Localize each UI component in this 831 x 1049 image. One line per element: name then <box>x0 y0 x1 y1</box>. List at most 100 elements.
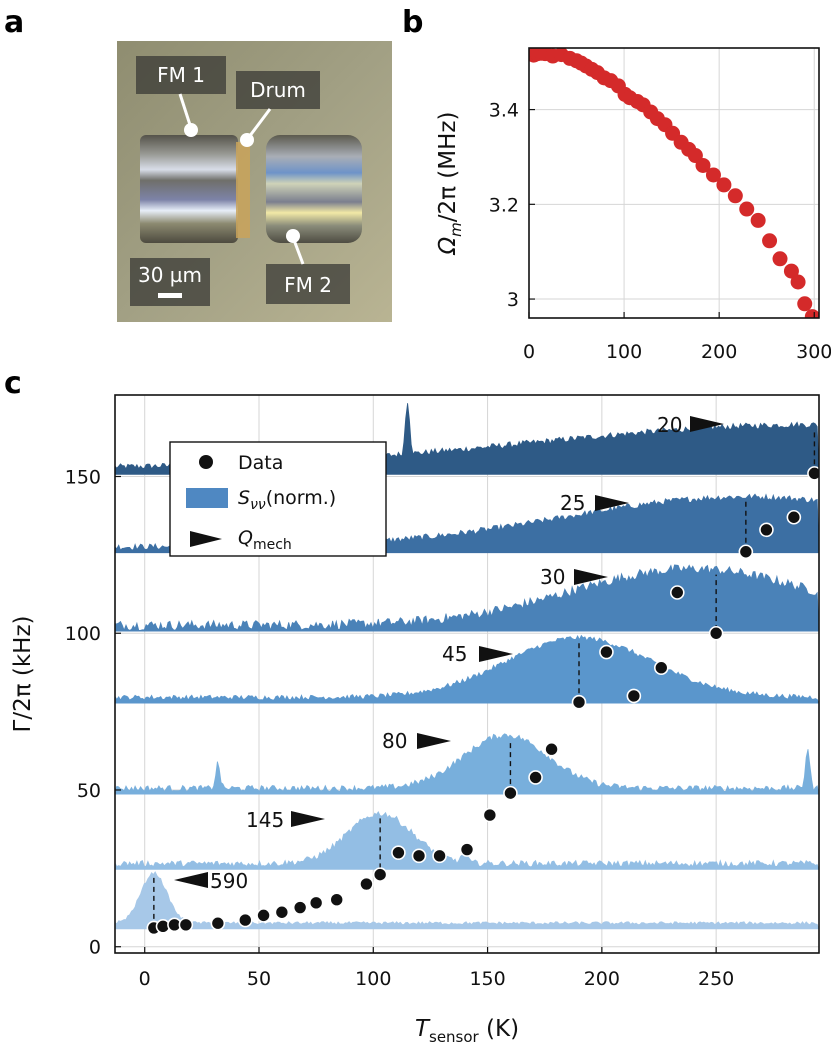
ylabel-tail: /2π (MHz) <box>435 112 461 223</box>
legend-spectrum-swatch <box>186 488 228 508</box>
xlabel-symbol: T <box>415 1016 431 1042</box>
c-ytick-label: 0 <box>89 937 101 959</box>
c-q-label-30: 30 <box>540 565 565 589</box>
b-data-point <box>804 309 819 318</box>
c-q-label-20: 20 <box>657 413 682 437</box>
fm2-label: FM 2 <box>284 273 332 297</box>
c-xtick-label: 200 <box>584 968 620 990</box>
b-xtick-label: 300 <box>796 341 831 363</box>
panel-b-chart: 0 100 200 300 3 3.2 3.4 Ωm/2π (MHz) <box>435 47 831 363</box>
c-data-point <box>626 688 642 704</box>
c-q-label-25: 25 <box>560 491 585 515</box>
c-q-label-145: 145 <box>246 808 284 832</box>
b-xtick-label: 0 <box>523 341 535 363</box>
legend-q-arrow <box>190 531 222 547</box>
b-data-point <box>695 157 711 173</box>
c-xtick-label: 0 <box>139 968 151 990</box>
c-data-point <box>708 625 724 641</box>
drum-marker <box>240 133 254 147</box>
c-data-point <box>178 917 194 933</box>
c-data-point <box>759 522 774 538</box>
b-ytick-label: 3 <box>507 289 519 311</box>
xlabel-tail: (K) <box>479 1016 519 1042</box>
panel-b-frame <box>528 47 820 319</box>
panel-b-grid <box>528 48 819 318</box>
c-data-point <box>308 895 324 911</box>
c-data-point <box>292 900 308 915</box>
legend-data-label: Data <box>238 452 283 474</box>
b-data-point <box>716 177 732 193</box>
ylabel-subscript: m <box>447 222 465 237</box>
c-q-label-590: 590 <box>210 869 248 893</box>
panel-c-ticks: 0 50 100 150 200 250 0 50 100 150 <box>65 467 735 990</box>
c-ytick-label: 100 <box>65 623 101 645</box>
c-spectrum-q45 <box>115 634 819 704</box>
c-data-point <box>359 876 374 892</box>
fm1-label-box <box>136 56 226 94</box>
panel-c-points <box>146 466 819 936</box>
legend-q-label: Qmech <box>238 527 292 553</box>
b-data-point <box>739 201 755 217</box>
c-q-label-80: 80 <box>382 729 407 753</box>
b-data-point <box>790 274 806 290</box>
b-xtick-label: 200 <box>701 341 737 363</box>
c-ytick-label: 50 <box>77 780 101 802</box>
fm1-magnet-image <box>140 135 238 243</box>
c-q-arrow-145 <box>291 811 325 827</box>
c-data-point <box>237 912 253 928</box>
c-data-point <box>807 466 819 481</box>
xlabel-subscript: sensor <box>429 1028 480 1046</box>
panel-c-frame <box>114 394 820 954</box>
fm2-marker <box>286 229 300 243</box>
fm2-magnet-image <box>266 135 362 243</box>
panel-c-spectra <box>115 403 819 930</box>
scalebar-bar <box>158 293 182 298</box>
b-data-point <box>705 167 721 183</box>
c-q-arrow-25 <box>595 495 629 511</box>
b-data-point <box>772 251 788 267</box>
fm1-marker <box>184 123 198 137</box>
drum-image <box>236 142 250 238</box>
c-xtick-label: 150 <box>469 968 505 990</box>
c-data-point <box>391 845 406 860</box>
panel-c-chart: 590 145 80 45 30 25 20 0 50 100 150 200 250 0 50 100 15… <box>10 394 820 1046</box>
legend-data-marker <box>199 455 213 469</box>
panel-c-xlabel: Tsensor (K) <box>415 1016 519 1046</box>
panel-label-c: c <box>4 366 22 401</box>
fm2-label-box <box>266 264 350 304</box>
b-data-point <box>762 233 778 249</box>
photo-panel: FM 1 Drum FM 2 30 µm <box>117 41 392 322</box>
c-spectrum-q80 <box>115 733 819 795</box>
c-data-point <box>256 908 271 923</box>
c-data-point <box>571 694 587 710</box>
legend-spectrum-label: Sνν(norm.) <box>238 487 336 513</box>
c-data-point <box>528 770 543 785</box>
c-data-point <box>274 904 290 920</box>
c-data-point <box>738 544 754 560</box>
legend-q-symbol: Q <box>238 527 253 549</box>
c-q-arrow-45 <box>479 646 513 662</box>
fm2-pointer <box>292 239 305 265</box>
fm1-pointer <box>178 93 193 129</box>
panel-b-series <box>529 48 819 318</box>
ylabel-symbol: Ω <box>435 236 461 255</box>
c-data-point <box>372 867 388 882</box>
drum-label: Drum <box>250 78 306 102</box>
c-xtick-label: 100 <box>355 968 391 990</box>
c-q-label-45: 45 <box>442 642 467 666</box>
legend-spectrum-symbol: S <box>238 487 250 509</box>
c-data-point <box>544 741 559 757</box>
panel-b-ylabel: Ωm/2π (MHz) <box>435 112 465 256</box>
legend-spectrum-tail: (norm.) <box>266 487 337 509</box>
c-q-arrow-80 <box>417 733 451 749</box>
b-xtick-label: 100 <box>606 341 642 363</box>
c-data-point <box>503 785 518 801</box>
fm1-label: FM 1 <box>157 63 205 87</box>
c-xtick-label: 50 <box>247 968 271 990</box>
scalebar-label: 30 µm <box>138 263 202 287</box>
c-xtick-label: 250 <box>698 968 734 990</box>
c-data-point <box>411 848 427 864</box>
b-data-point <box>797 296 813 312</box>
c-ytick-label: 150 <box>65 467 101 489</box>
